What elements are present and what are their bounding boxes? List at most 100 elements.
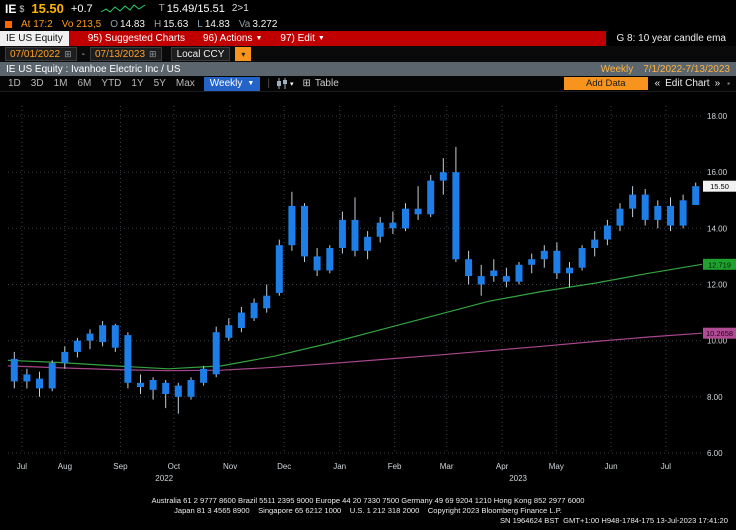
candle bbox=[212, 332, 220, 375]
candle bbox=[162, 382, 170, 394]
candle bbox=[137, 382, 144, 387]
candle bbox=[61, 351, 69, 364]
menu-actions[interactable]: 96) Actions ▼ bbox=[194, 33, 271, 44]
range-button-ytd[interactable]: YTD bbox=[101, 78, 122, 89]
chart-period: Weekly bbox=[600, 63, 634, 75]
open-value: O 14.83 bbox=[110, 19, 145, 30]
calendar-icon[interactable]: ⊞ bbox=[149, 48, 157, 59]
range-button-1m[interactable]: 1M bbox=[53, 78, 68, 89]
candle bbox=[36, 378, 43, 389]
chart-title: IE US Equity : Ivanhoe Electric Inc / US bbox=[6, 63, 181, 75]
table-grid-icon: ⊞ bbox=[302, 78, 311, 89]
candle bbox=[692, 186, 700, 205]
value-label: Va bbox=[238, 18, 251, 30]
candle bbox=[667, 205, 674, 226]
quote-header-row2: At 17:2 Vo 213,5 O 14.83 H 15.63 L 14.83 Va… bbox=[0, 17, 736, 31]
range-button-6m[interactable]: 6M bbox=[77, 78, 92, 89]
candles[interactable] bbox=[10, 146, 700, 414]
candle bbox=[439, 172, 447, 181]
range-button-5y[interactable]: 5Y bbox=[153, 78, 166, 89]
candle bbox=[313, 256, 321, 271]
currency-select[interactable]: Local CCY bbox=[170, 47, 231, 61]
candle bbox=[591, 239, 599, 248]
candle bbox=[225, 325, 233, 338]
candle bbox=[200, 368, 208, 383]
open-label: O bbox=[110, 18, 118, 30]
menu-actions-label: 96) Actions bbox=[202, 33, 253, 44]
add-data-input[interactable]: Add Data bbox=[563, 77, 648, 90]
candle bbox=[364, 236, 372, 251]
svg-text:18.00: 18.00 bbox=[707, 112, 728, 121]
at-time: At 17:2 bbox=[21, 18, 53, 30]
candle bbox=[528, 259, 536, 265]
candle bbox=[288, 205, 296, 246]
edit-chart-label: Edit Chart bbox=[665, 78, 710, 89]
price-chart[interactable]: 18.00 16.00 14.00 12.00 10.00 8.00 6.00 Jul Aug S… bbox=[0, 92, 736, 492]
toolbar-settings-icon[interactable]: ▪ bbox=[727, 79, 730, 88]
svg-text:15.50: 15.50 bbox=[710, 182, 729, 191]
footer-contacts-line2: Japan 81 3 4565 8900 Singapore 65 6212 1… bbox=[174, 506, 562, 515]
candle bbox=[389, 222, 397, 229]
chart-toolbar: 1D 3D 1M 6M YTD 1Y 5Y Max Weekly ▼ | ▾ ⊞ T… bbox=[0, 76, 736, 92]
candle bbox=[654, 205, 662, 220]
svg-text:Jul: Jul bbox=[17, 462, 27, 471]
currency-dropdown-icon[interactable]: ▾ bbox=[235, 47, 252, 61]
candle bbox=[616, 208, 624, 226]
chart-period-range: Weekly 7/1/2022-7/13/2023 bbox=[601, 64, 730, 75]
chevron-down-icon: ▾ bbox=[289, 80, 294, 88]
toolbar-divider: | bbox=[267, 78, 270, 89]
volume: Vo 213,5 bbox=[61, 18, 102, 30]
chevron-down-icon: ▼ bbox=[317, 35, 325, 42]
chevron-down-icon: ▼ bbox=[255, 35, 263, 42]
candle bbox=[427, 180, 435, 215]
svg-text:Nov: Nov bbox=[223, 462, 237, 471]
candle bbox=[174, 385, 182, 397]
ticker-symbol: IE bbox=[5, 1, 17, 16]
menu-edit[interactable]: 97) Edit ▼ bbox=[271, 33, 333, 44]
candle bbox=[553, 250, 561, 274]
candle bbox=[603, 225, 611, 240]
svg-text:Jun: Jun bbox=[605, 462, 618, 471]
range-button-1y[interactable]: 1Y bbox=[131, 78, 144, 89]
candle bbox=[48, 363, 56, 389]
period-dropdown[interactable]: Weekly ▼ bbox=[203, 76, 261, 91]
svg-text:Aug: Aug bbox=[58, 462, 72, 471]
low-number: 14.83 bbox=[204, 18, 230, 30]
grid bbox=[8, 106, 702, 454]
value-traded: Va 3.272 bbox=[239, 19, 278, 30]
open-number: 14.83 bbox=[119, 18, 145, 30]
svg-text:Apr: Apr bbox=[496, 462, 509, 471]
svg-text:16.00: 16.00 bbox=[707, 168, 728, 177]
footer-session-info: SN 1964624 BST GMT+1:00 H948-1784-175 13… bbox=[499, 516, 728, 525]
candle bbox=[641, 194, 649, 220]
svg-text:12.00: 12.00 bbox=[707, 281, 728, 290]
candle bbox=[376, 222, 384, 237]
range-button-3d[interactable]: 3D bbox=[30, 78, 44, 89]
svg-text:2022: 2022 bbox=[155, 474, 173, 483]
value-number: 3.272 bbox=[252, 18, 278, 30]
candle bbox=[10, 358, 18, 382]
edit-chart-button[interactable]: « Edit Chart » bbox=[648, 78, 728, 89]
y-axis-labels: 18.00 16.00 14.00 12.00 10.00 8.00 6.00 bbox=[707, 112, 728, 458]
low-value: L 14.83 bbox=[197, 19, 230, 30]
range-button-1d[interactable]: 1D bbox=[8, 78, 21, 89]
security-field[interactable]: IE US Equity bbox=[0, 31, 69, 46]
date-range-dash: - bbox=[81, 48, 85, 60]
svg-text:Sep: Sep bbox=[113, 462, 128, 471]
start-date-input[interactable]: 07/01/2022 ⊞ bbox=[5, 47, 77, 61]
footer-contacts-line1: Australia 61 2 9777 8600 Brazil 5511 239… bbox=[151, 496, 585, 505]
candle bbox=[86, 333, 94, 341]
menu-suggested-charts[interactable]: 95) Suggested Charts bbox=[79, 33, 194, 44]
axis-markers: 15.50 12.719 10.2658 bbox=[703, 180, 736, 339]
candle bbox=[124, 335, 132, 383]
end-date-input[interactable]: 07/13/2023 ⊞ bbox=[89, 47, 162, 61]
candle bbox=[490, 270, 498, 277]
table-button[interactable]: ⊞ Table bbox=[296, 78, 344, 89]
quote-header-row1: IE $ 15.50 +0.7 T 15.49/15.51 2>1 bbox=[0, 0, 736, 17]
candle bbox=[250, 302, 258, 319]
calendar-icon[interactable]: ⊞ bbox=[64, 48, 72, 59]
candle-chart-type-icon[interactable]: ▾ bbox=[273, 78, 297, 89]
sparkline-icon bbox=[100, 3, 145, 13]
range-button-max[interactable]: Max bbox=[175, 78, 195, 89]
candle bbox=[465, 259, 473, 276]
